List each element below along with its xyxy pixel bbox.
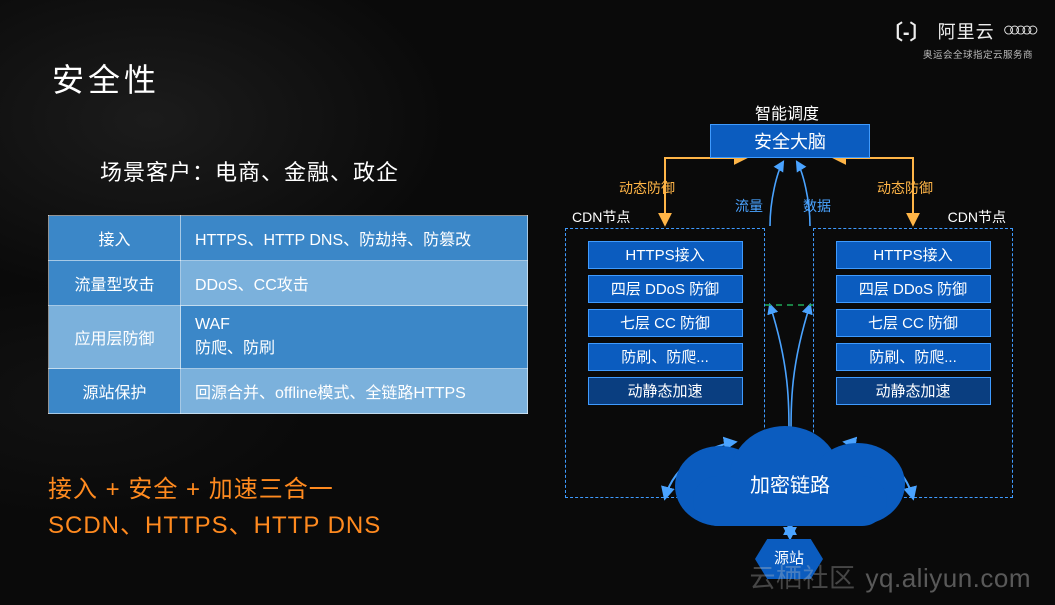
brain-node: 安全大脑: [710, 124, 870, 158]
stack-item: 四层 DDoS 防御: [836, 275, 991, 303]
stack-item: 动静态加速: [588, 377, 743, 405]
table-row: 应用层防御 WAF 防爬、防刷: [49, 306, 528, 369]
table-row: 接入 HTTPS、HTTP DNS、防劫持、防篡改: [49, 216, 528, 261]
stack-item: 七层 CC 防御: [588, 309, 743, 337]
stack-item: 动静态加速: [836, 377, 991, 405]
table-cell-category: 源站保护: [49, 369, 181, 414]
stack-item: 防刷、防爬...: [588, 343, 743, 371]
brand-subtitle: 奥运会全球指定云服务商: [883, 47, 1033, 61]
zone-title: CDN节点: [946, 207, 1008, 227]
table-cell-value: DDoS、CC攻击: [181, 261, 528, 306]
cloud-node: 加密链路: [675, 431, 905, 526]
brand-name: 阿里云: [938, 18, 995, 44]
table-cell-value: HTTPS、HTTP DNS、防劫持、防篡改: [181, 216, 528, 261]
table-cell-value: 回源合并、offline模式、全链路HTTPS: [181, 369, 528, 414]
stack-item: HTTPS接入: [836, 241, 991, 269]
table-cell-category: 接入: [49, 216, 181, 261]
stack: HTTPS接入 四层 DDoS 防御 七层 CC 防御 防刷、防爬... 动静态…: [566, 237, 764, 409]
stack-item: 防刷、防爬...: [836, 343, 991, 371]
table-cell-category: 流量型攻击: [49, 261, 181, 306]
zone-title: CDN节点: [570, 207, 632, 227]
watermark: 云栖社区 yq.aliyun.com: [750, 558, 1031, 595]
flow-label: 流量: [735, 196, 763, 216]
summary-line: SCDN、HTTPS、HTTP DNS: [48, 508, 381, 544]
table-row: 源站保护 回源合并、offline模式、全链路HTTPS: [49, 369, 528, 414]
data-label: 数据: [803, 196, 831, 216]
brain-label: 智能调度: [755, 100, 819, 124]
brand-glyph-icon: 〔-〕: [883, 16, 930, 45]
watermark-url: yq.aliyun.com: [866, 563, 1031, 593]
security-table: 接入 HTTPS、HTTP DNS、防劫持、防篡改 流量型攻击 DDoS、CC攻…: [48, 215, 528, 414]
dynamic-defense-label: 动态防御: [877, 178, 933, 198]
stack-item: HTTPS接入: [588, 241, 743, 269]
table-row: 流量型攻击 DDoS、CC攻击: [49, 261, 528, 306]
architecture-diagram: 智能调度 安全大脑 动态防御 动态防御 流量 数据 CDN节点 HTTPS接入 …: [565, 100, 1020, 585]
table-cell-category: 应用层防御: [49, 306, 181, 369]
summary-line: 接入 + 安全 + 加速三合一: [48, 472, 381, 508]
slide-title: 安全性: [52, 55, 160, 101]
stack-item: 七层 CC 防御: [836, 309, 991, 337]
olympic-rings-icon: ○○○○○: [1003, 19, 1033, 42]
dynamic-defense-label: 动态防御: [619, 178, 675, 198]
slide-subtitle: 场景客户：电商、金融、政企: [100, 155, 399, 187]
summary-text: 接入 + 安全 + 加速三合一 SCDN、HTTPS、HTTP DNS: [48, 472, 381, 544]
stack: HTTPS接入 四层 DDoS 防御 七层 CC 防御 防刷、防爬... 动静态…: [814, 237, 1012, 409]
table-cell-value: WAF 防爬、防刷: [181, 306, 528, 369]
watermark-cn: 云栖社区: [750, 563, 856, 593]
stack-item: 四层 DDoS 防御: [588, 275, 743, 303]
cloud-label: 加密链路: [675, 469, 905, 498]
brand-block: 〔-〕 阿里云 ○○○○○ 奥运会全球指定云服务商: [883, 16, 1033, 61]
